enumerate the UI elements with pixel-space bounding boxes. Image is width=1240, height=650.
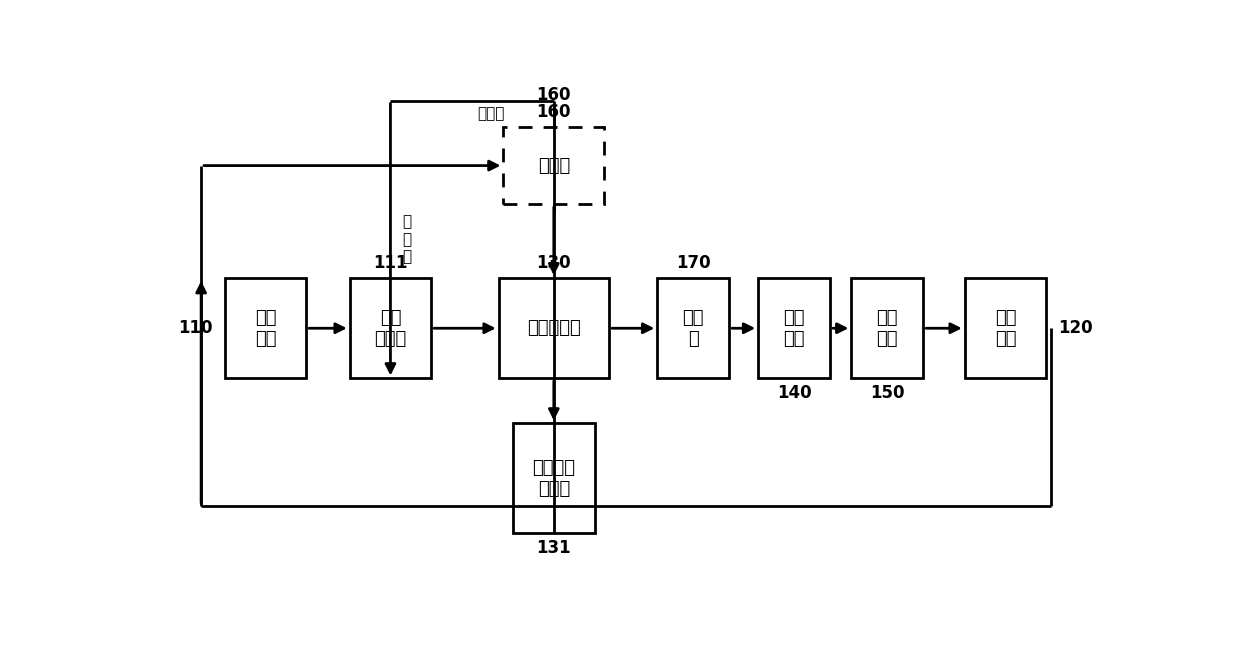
Text: 主减
速器: 主减 速器 — [784, 309, 805, 348]
Bar — [498, 278, 609, 378]
Bar — [657, 278, 729, 378]
Bar — [965, 278, 1047, 378]
Text: 传动
轴: 传动 轴 — [682, 309, 704, 348]
Text: 数
据
线: 数 据 线 — [402, 214, 412, 265]
Text: 数据线: 数据线 — [477, 107, 505, 122]
Bar — [503, 127, 604, 204]
Bar — [851, 278, 924, 378]
Text: 120: 120 — [1058, 319, 1092, 337]
Text: 131: 131 — [537, 540, 572, 558]
Text: 角加速度
传感器: 角加速度 传感器 — [532, 459, 575, 498]
Text: 惯性
飞轮: 惯性 飞轮 — [877, 309, 898, 348]
Text: 控制器: 控制器 — [538, 157, 570, 175]
Text: 待测变速器: 待测变速器 — [527, 319, 580, 337]
Text: 111: 111 — [373, 254, 408, 272]
Text: 130: 130 — [537, 254, 572, 272]
Text: 140: 140 — [776, 384, 811, 402]
Text: 150: 150 — [870, 384, 904, 402]
Bar — [513, 423, 595, 534]
Text: 160: 160 — [537, 86, 572, 104]
Text: 转矩
传感器: 转矩 传感器 — [374, 309, 407, 348]
Text: 170: 170 — [676, 254, 711, 272]
Text: 110: 110 — [179, 319, 213, 337]
Bar — [350, 278, 432, 378]
Text: 驱动
电机: 驱动 电机 — [254, 309, 277, 348]
Text: 负载
电机: 负载 电机 — [994, 309, 1017, 348]
Bar — [224, 278, 306, 378]
Bar — [758, 278, 830, 378]
Text: 160: 160 — [537, 103, 572, 121]
